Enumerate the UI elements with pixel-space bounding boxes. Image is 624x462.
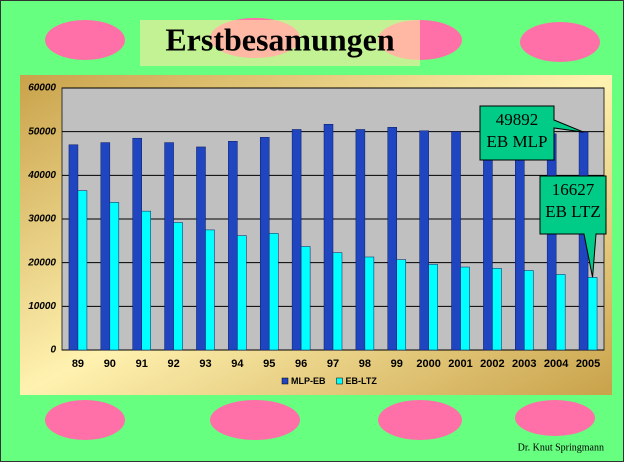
callout-text: EB MLP: [487, 132, 548, 151]
bar: [483, 132, 493, 351]
bar: [460, 266, 470, 351]
x-tick-label: 97: [327, 358, 339, 370]
x-tick-label: 2004: [544, 358, 569, 370]
bar: [323, 123, 334, 351]
bar: [555, 274, 566, 351]
x-tick-label: 91: [136, 358, 148, 370]
x-tick-label: 2005: [576, 358, 600, 370]
bar: [68, 144, 79, 351]
footer: Dr. Knut Springmann: [518, 442, 604, 453]
x-tick-label: 90: [104, 358, 116, 370]
bar: [332, 252, 343, 351]
x-tick-label: 92: [167, 358, 179, 370]
x-tick-label: 2002: [480, 358, 504, 370]
callout-text: EB LTZ: [545, 202, 601, 221]
bar: [387, 127, 398, 351]
bar: [492, 268, 502, 351]
x-tick-label: 99: [391, 358, 403, 370]
bar: [355, 129, 366, 351]
bar: [237, 235, 247, 351]
bar: [259, 137, 270, 351]
bar: [300, 246, 311, 351]
bar: [451, 131, 461, 351]
bar: [196, 146, 206, 351]
y-tick-label: 30000: [28, 214, 56, 225]
bar: [364, 256, 375, 351]
bar: [132, 137, 142, 351]
chart-title: Erstbesamungen: [165, 21, 395, 57]
bar: [291, 129, 302, 351]
y-tick-label: 10000: [28, 301, 56, 312]
callout: 16627 EB LTZ: [539, 175, 607, 278]
title-box: [140, 20, 420, 66]
legend-label: MLP-EB: [291, 376, 326, 386]
bar: [205, 229, 215, 351]
bar: [524, 270, 534, 351]
y-tick-label: 0: [50, 345, 56, 356]
x-tick-label: 98: [359, 358, 371, 370]
bar: [173, 222, 183, 351]
legend-swatch: [336, 377, 343, 385]
x-tick-label: 96: [295, 358, 307, 370]
callout-text: 49892: [496, 110, 539, 129]
y-tick-label: 20000: [27, 257, 56, 268]
callout: 49892 EB MLP: [479, 105, 584, 161]
callout-box: [539, 175, 607, 278]
y-tick-label: 50000: [28, 126, 56, 137]
bar: [228, 141, 238, 351]
bar: [100, 142, 111, 351]
bar: [77, 190, 88, 351]
x-tick-label: 2000: [416, 358, 440, 370]
x-tick-label: 2003: [512, 358, 536, 370]
bar: [515, 133, 525, 351]
legend-label: EB-LTZ: [346, 376, 378, 386]
bar: [109, 202, 120, 351]
bar: [428, 264, 438, 351]
bar: [587, 277, 598, 351]
x-tick-label: 95: [263, 358, 275, 370]
y-tick-label: 60000: [28, 83, 56, 94]
bar: [268, 233, 279, 351]
x-tick-label: 94: [231, 358, 244, 370]
legend-swatch: [281, 377, 289, 385]
callout-box: [479, 105, 584, 161]
bar: [164, 142, 174, 351]
bar: [419, 130, 429, 351]
callout-text: 16627: [552, 180, 595, 199]
bar: [546, 133, 557, 351]
bar: [141, 210, 151, 351]
x-tick-label: 2001: [448, 358, 472, 370]
bar: [396, 259, 407, 351]
x-tick-label: 93: [199, 358, 211, 370]
decoration: [45, 18, 600, 440]
x-tick-label: 89: [72, 358, 84, 370]
y-tick-label: 40000: [27, 170, 56, 181]
